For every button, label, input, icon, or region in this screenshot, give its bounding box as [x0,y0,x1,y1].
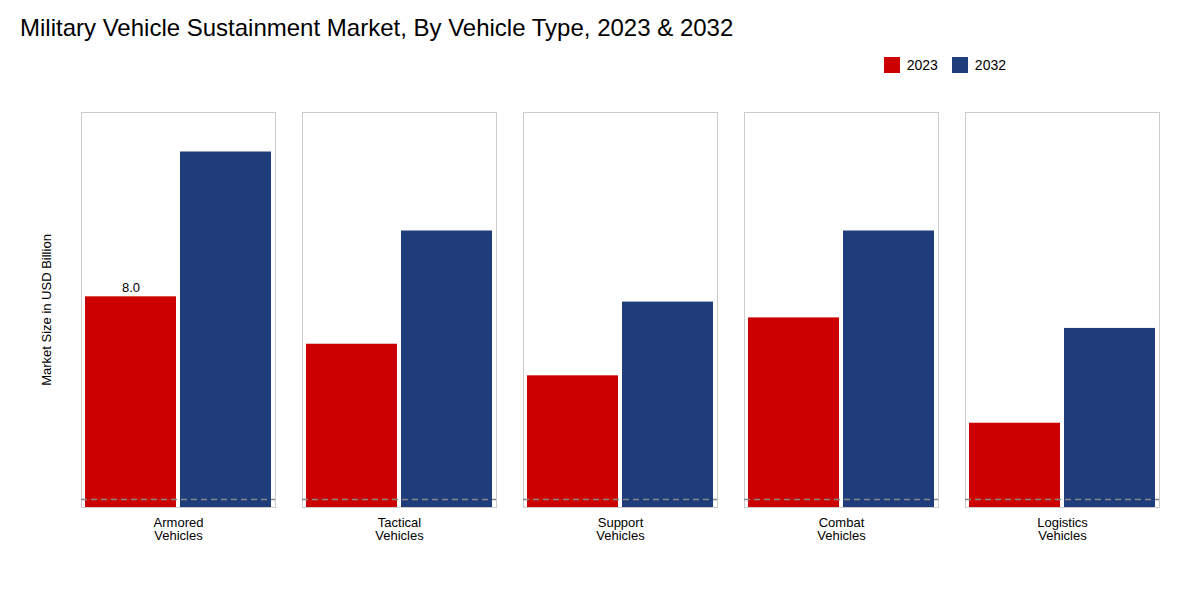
svg-text:8.0: 8.0 [122,280,140,295]
svg-text:Market Size in USD Billion: Market Size in USD Billion [39,234,54,386]
html-text:2032: 2032 [974,56,1006,73]
html-text:Military Vehicle Sustainment M: Military Vehicle Sustainment Market, By … [20,14,734,41]
svg-text:TacticalVehicles: TacticalVehicles [375,515,424,543]
svg-text:SupportVehicles: SupportVehicles [596,515,645,543]
svg-text:ArmoredVehicles: ArmoredVehicles [154,515,204,543]
html-text:2023: 2023 [906,56,938,73]
svg-text:CombatVehicles: CombatVehicles [817,515,866,543]
svg-text:LogisticsVehicles: LogisticsVehicles [1037,515,1088,543]
